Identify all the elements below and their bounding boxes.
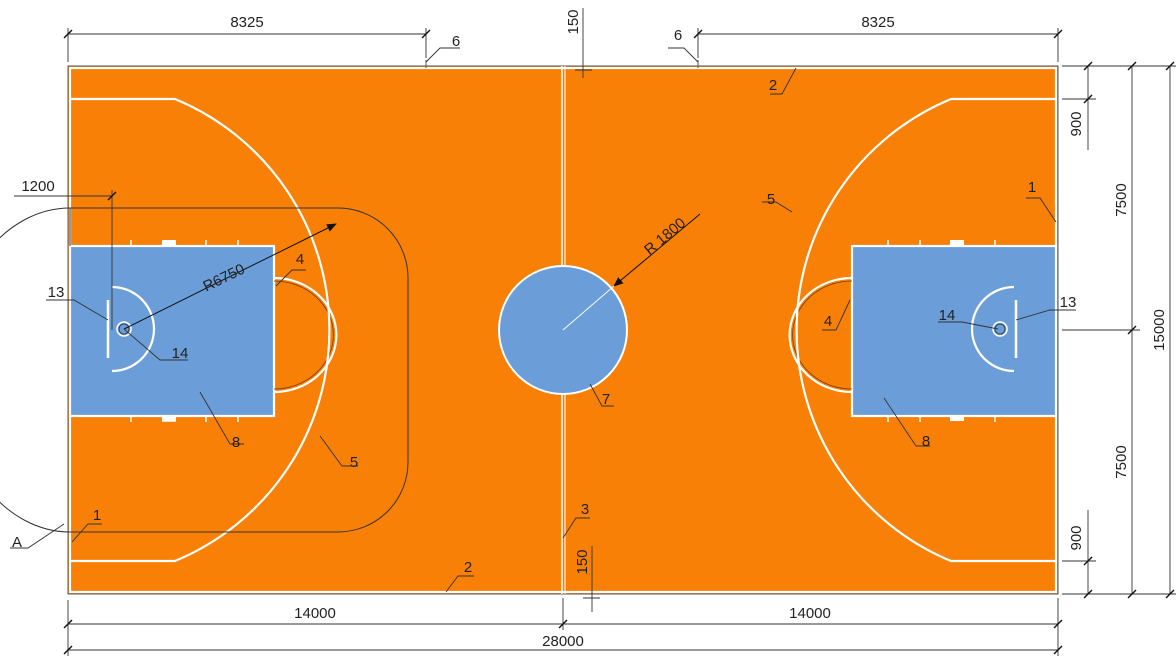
dim-half-depth-right: 8325 (861, 14, 894, 31)
zone-a-outline (69, 207, 409, 533)
right-basket (992, 321, 1008, 337)
label-2-top: 2 (769, 77, 777, 94)
label-1-right: 1 (1028, 179, 1036, 196)
label-5-right: 5 (767, 191, 775, 208)
right-free-throw-arc-inner (792, 280, 853, 390)
label-5-left: 5 (350, 454, 358, 471)
dim-side-gap-top: 900 (1068, 111, 1085, 136)
label-7: 7 (602, 391, 610, 408)
dim-half-width-bottom: 7500 (1113, 445, 1130, 478)
label-6-left: 6 (452, 33, 460, 50)
label-13-left: 13 (48, 284, 65, 301)
left-free-throw-arc (273, 276, 338, 394)
left-no-charge-arc (111, 285, 156, 373)
dimension-lines (14, 8, 1176, 656)
right-free-throw-arc (788, 276, 853, 394)
dim-centre-gap-bottom: 150 (574, 549, 591, 574)
dim-side-gap-bottom: 900 (1068, 525, 1085, 550)
dim-total-width: 15000 (1151, 309, 1168, 351)
dim-half-length-left: 14000 (294, 605, 336, 622)
label-2-bottom: 2 (464, 559, 472, 576)
label-a: A (12, 534, 22, 551)
right-key (852, 246, 1056, 416)
right-no-charge-arc (970, 285, 1015, 373)
centre-circle-radius-leader (613, 213, 701, 287)
three-point-radius-leader (123, 223, 337, 330)
label-4-left: 4 (296, 251, 304, 268)
label-14-right: 14 (939, 307, 956, 324)
left-free-throw-arc-inner (273, 280, 334, 390)
centre-circle-radius-line (562, 285, 615, 331)
callout-leaders (10, 47, 1076, 593)
label-8-right: 8 (922, 433, 930, 450)
label-1-left: 1 (93, 507, 101, 524)
dim-total-length: 28000 (542, 633, 584, 650)
left-basket-dark (118, 323, 130, 335)
left-key (70, 246, 274, 416)
label-8-left: 8 (232, 434, 240, 451)
dim-half-depth-left: 8325 (230, 14, 263, 31)
left-basket (116, 321, 132, 337)
dimension-ticks (63, 29, 1175, 655)
label-4-right: 4 (824, 313, 832, 330)
right-key-hash-marks (887, 240, 996, 422)
dim-centre-gap-top: 150 (565, 9, 582, 34)
label-3: 3 (581, 501, 589, 518)
zone-a-outer-arc (0, 207, 71, 533)
right-key-hash-boxes (950, 240, 964, 421)
dim-basket-offset: 1200 (21, 178, 54, 195)
dim-half-length-right: 14000 (789, 605, 831, 622)
label-6-right: 6 (674, 27, 682, 44)
label-14-left: 14 (172, 345, 189, 362)
right-three-point-line (795, 97, 1056, 563)
dim-half-width-top: 7500 (1113, 183, 1130, 216)
right-basket-dark (994, 323, 1006, 335)
label-13-right: 13 (1060, 294, 1077, 311)
left-three-point-line (70, 97, 331, 563)
left-key-hash-boxes (162, 240, 176, 421)
